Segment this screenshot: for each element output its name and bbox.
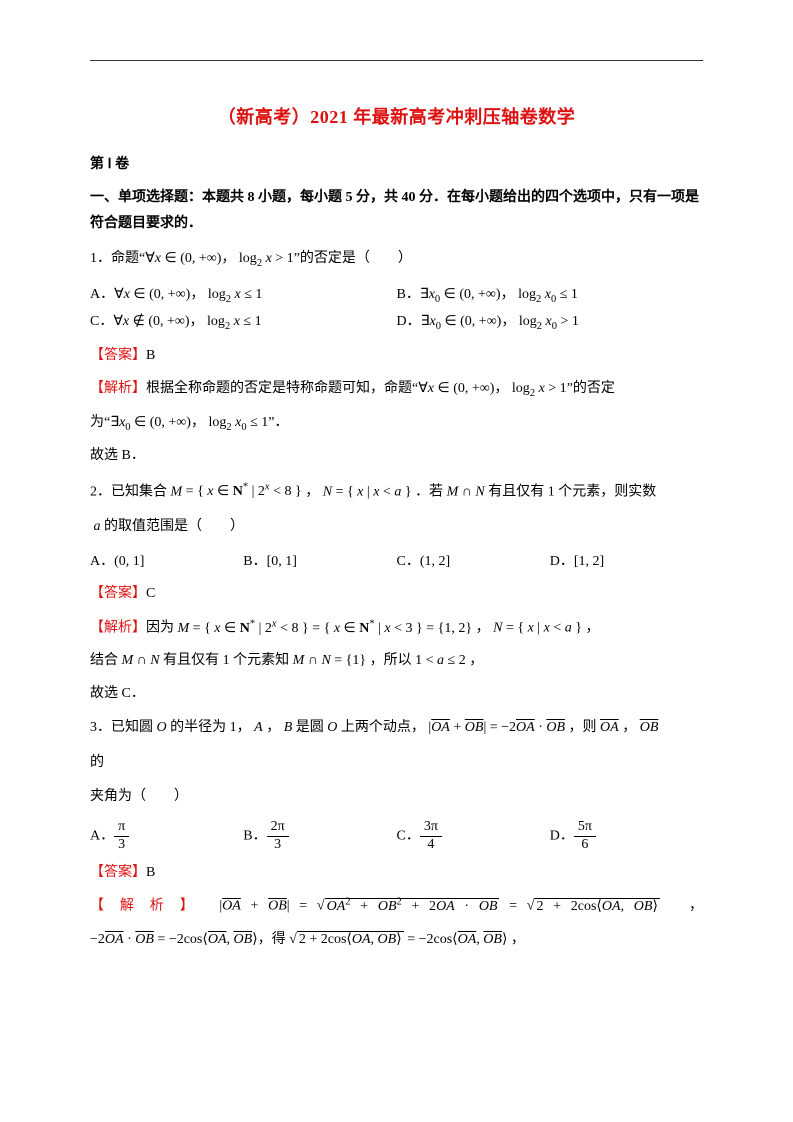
q1-optA: A．∀x ∈ (0, +∞)， log2 x ≤ 1	[90, 282, 397, 310]
q3-expl-1: 【 解 析 】 |OA + OB| = √OA2 + OB2 + 2OA · O…	[90, 892, 703, 920]
q2-optA: A．(0, 1]	[90, 549, 243, 576]
instructions: 一、单项选择题：本题共 8 小题，每小题 5 分，共 40 分．在每小题给出的四…	[90, 185, 703, 238]
q2-expl-2: 结合 M ∩ N 有且仅有 1 个元素知 M ∩ N = {1} ，所以 1 <…	[90, 648, 703, 675]
q2-optD: D．[1, 2]	[550, 549, 703, 576]
q1-optB: B．∃x0 ∈ (0, +∞)， log2 x0 ≤ 1	[397, 282, 704, 310]
volume-header: 第 Ⅰ 卷	[90, 152, 703, 179]
q1-expl-2: 为“∃x0 ∈ (0, +∞)， log2 x0 ≤ 1”．	[90, 410, 703, 438]
q3-stem: 3．已知圆 O 的半径为 1， A ， B 是圆 O 上两个动点， |OA + …	[90, 715, 703, 742]
q1-row-cd: C．∀x ∉ (0, +∞)， log2 x ≤ 1 D．∃x0 ∈ (0, +…	[90, 309, 703, 337]
top-rule	[90, 60, 703, 61]
q2-expl-1: 【解析】因为 M = { x ∈ N* | 2x < 8 } = { x ∈ N…	[90, 614, 703, 642]
q2-answer: 【答案】C	[90, 581, 703, 608]
q3-stem-3: 夹角为（ ）	[90, 784, 703, 811]
q2-stem: 2．已知集合 M = { x ∈ N* | 2x < 8 } ， N = { x…	[90, 478, 703, 506]
q1-stem-post: ”的否定是（ ）	[294, 251, 412, 266]
q1-optC: C．∀x ∉ (0, +∞)， log2 x ≤ 1	[90, 309, 397, 337]
q3-stem-2: 的	[90, 750, 703, 777]
q1-stem: 1．命题“∀x ∈ (0, +∞)， log2 x > 1”的否定是（ ）	[90, 246, 703, 274]
q3-answer: 【答案】B	[90, 860, 703, 887]
q2-optB: B．[0, 1]	[243, 549, 396, 576]
q3-optA: A．π3	[90, 819, 243, 854]
q1-stem-pre: 1．命题“	[90, 251, 145, 266]
q3-optB: B．2π3	[243, 819, 396, 854]
q3-optC: C．3π4	[397, 819, 550, 854]
q2-opts: A．(0, 1] B．[0, 1] C．(1, 2] D．[1, 2]	[90, 549, 703, 576]
q3-opts: A．π3 B．2π3 C．3π4 D．5π6	[90, 819, 703, 854]
q1-optD: D．∃x0 ∈ (0, +∞)， log2 x0 > 1	[397, 309, 704, 337]
document-title: （新高考）2021 年最新高考冲刺压轴卷数学	[90, 100, 703, 134]
q3-expl-2: −2OA · OB = −2cos⟨OA, OB⟩，得 √2 + 2cos⟨OA…	[90, 927, 703, 954]
q3-optD: D．5π6	[550, 819, 703, 854]
q2-concl: 故选 C．	[90, 681, 703, 708]
q1-concl: 故选 B．	[90, 443, 703, 470]
q2-optC: C．(1, 2]	[397, 549, 550, 576]
q1-row-ab: A．∀x ∈ (0, +∞)， log2 x ≤ 1 B．∃x0 ∈ (0, +…	[90, 282, 703, 310]
q1-expl-1: 【解析】根据全称命题的否定是特称命题可知，命题“∀x ∈ (0, +∞)， lo…	[90, 376, 703, 404]
q1-stem-math: ∀x ∈ (0, +∞)， log2 x > 1	[145, 251, 293, 266]
q2-stem-2: a 的取值范围是（ ）	[90, 514, 703, 541]
q1-answer: 【答案】B	[90, 343, 703, 370]
page: （新高考）2021 年最新高考冲刺压轴卷数学 第 Ⅰ 卷 一、单项选择题：本题共…	[0, 0, 793, 1122]
